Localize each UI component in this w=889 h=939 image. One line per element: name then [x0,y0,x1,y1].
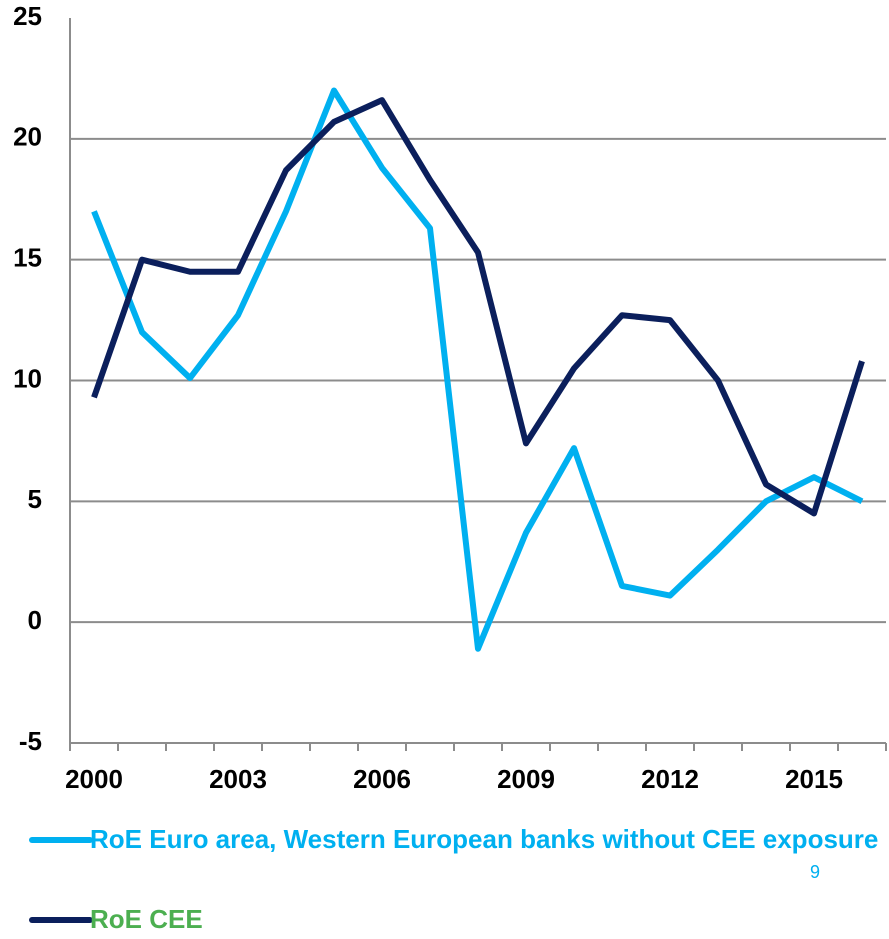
legend-label: RoE Euro area, Western European banks wi… [90,824,879,854]
y-tick-label: 0 [28,605,42,635]
y-tick-label: 15 [13,243,42,273]
x-tick-label: 2006 [353,764,411,794]
y-tick-label: 25 [13,1,42,31]
series-line [91,97,865,517]
legend-label: RoE CEE [90,904,203,934]
y-tick-label: 20 [13,122,42,152]
page-number: 9 [810,862,821,882]
y-tick-label: 5 [28,484,42,514]
x-tick-label: 2003 [209,764,267,794]
y-tick-label: 10 [13,363,42,393]
x-tick-label: 2012 [641,764,699,794]
y-tick-label: -5 [19,726,42,756]
x-tick-label: 2015 [785,764,843,794]
series-line [91,87,864,652]
x-tick-label: 2000 [65,764,123,794]
x-tick-label: 2009 [497,764,555,794]
